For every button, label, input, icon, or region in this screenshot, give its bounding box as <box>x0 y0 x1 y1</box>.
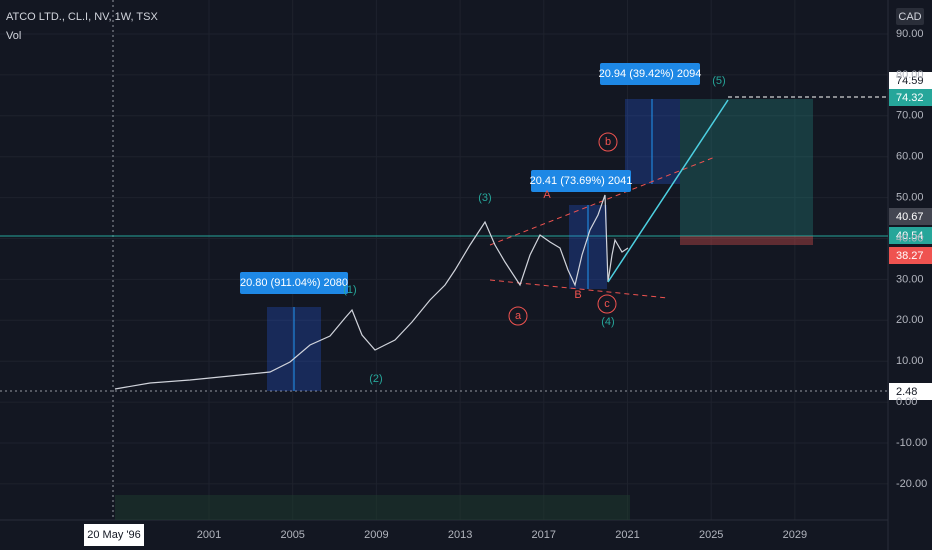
wave-circle <box>598 132 618 152</box>
price-axis-label: 30.00 <box>896 273 924 285</box>
price-tag: 38.27 <box>896 250 924 262</box>
indicator-label: Vol <box>6 30 21 42</box>
price-axis-label: 60.00 <box>896 151 924 163</box>
wave-label: (3) <box>478 192 491 204</box>
wave-label: A <box>543 189 551 201</box>
price-axis-label: 50.00 <box>896 192 924 204</box>
wave-circle <box>508 306 528 326</box>
price-tag: 40.67 <box>896 211 924 223</box>
price-axis-label: 80.00 <box>896 69 924 81</box>
time-axis-label: 2025 <box>699 529 723 541</box>
projection-arrow <box>607 99 729 283</box>
price-axis-label: -20.00 <box>896 478 927 490</box>
price-axis-label: 0.00 <box>896 396 917 408</box>
price-axis-label: 90.00 <box>896 28 924 40</box>
price-axis-label: 20.00 <box>896 314 924 326</box>
currency[interactable]: CAD <box>898 11 921 23</box>
price-tag: 74.32 <box>896 92 924 104</box>
wave-label: (2) <box>369 373 382 385</box>
crosshair-price: 2.48 <box>896 386 917 398</box>
time-axis-label: 2009 <box>364 529 388 541</box>
crosshair-time: 20 May '96 <box>87 529 140 541</box>
grid <box>0 0 888 520</box>
lower-trendline <box>489 279 669 299</box>
wave-label: c <box>604 298 610 310</box>
currency-box[interactable] <box>896 8 924 25</box>
price-tag-box <box>889 89 932 106</box>
time-axis-label: 2021 <box>615 529 639 541</box>
price-axis-label: 10.00 <box>896 355 924 367</box>
axes: 90.00 80.00 70.00 60.00 50.00 40.00 30.00 20.00… <box>197 28 927 541</box>
price-tag-box <box>889 247 932 264</box>
wave-label: b <box>605 136 611 148</box>
wave-label: (4) <box>601 316 614 328</box>
price-axis-label: 40.00 <box>896 232 924 244</box>
price-tag: 40.54 <box>896 230 924 242</box>
profit-zone <box>680 99 813 236</box>
price-tag-box <box>889 72 932 89</box>
symbol-title: ATCO LTD., CL.I, NV, 1W, TSX <box>6 11 158 23</box>
crosshair-price-box <box>889 383 932 400</box>
measure-label-box <box>600 63 700 85</box>
price-line <box>114 194 629 390</box>
crosshair-time-box <box>84 524 144 546</box>
measure-label-box <box>240 272 348 294</box>
time-axis-label: 2013 <box>448 529 472 541</box>
measure-label: 20.94 (39.42%) 2094 <box>599 68 702 80</box>
time-axis-label: 2017 <box>532 529 556 541</box>
price-tag-box <box>889 208 932 225</box>
measure-label: 20.41 (73.69%) 2041 <box>530 175 633 187</box>
wave-circle <box>597 294 617 314</box>
measure-label-box <box>531 170 631 192</box>
time-axis-label: 2005 <box>280 529 304 541</box>
measure-label: 20.80 (911.04%) 2080 <box>240 277 348 289</box>
price-tag: 74.59 <box>896 75 924 87</box>
time-axis-label: 2029 <box>783 529 807 541</box>
loss-zone <box>680 236 813 245</box>
wave-label: a <box>515 310 522 322</box>
price-axis-label: 70.00 <box>896 110 924 122</box>
wave-label: (1) <box>343 284 356 296</box>
price-tag-box <box>889 227 932 244</box>
time-axis-label: 2001 <box>197 529 221 541</box>
wave-label: B <box>574 289 581 301</box>
price-axis-label: -10.00 <box>896 437 927 449</box>
volume-area <box>115 495 630 520</box>
wave-label: (5) <box>712 75 725 87</box>
